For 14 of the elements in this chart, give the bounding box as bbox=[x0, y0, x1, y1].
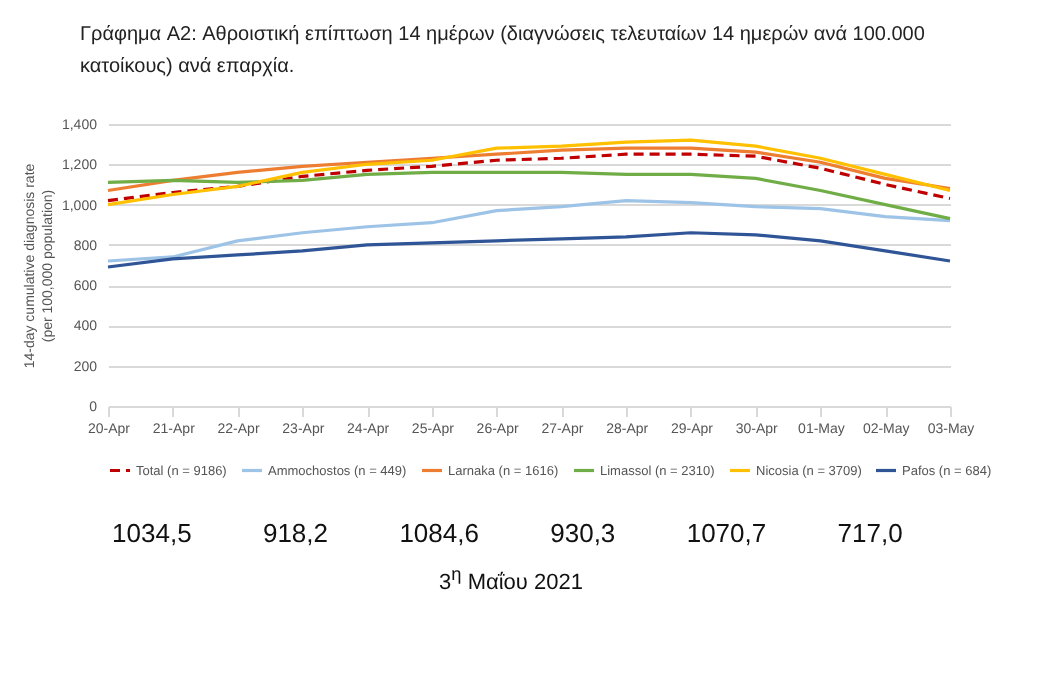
line-series bbox=[106, 231, 952, 269]
text: 1034,5 bbox=[110, 518, 194, 548]
line-series bbox=[106, 198, 952, 263]
line-series bbox=[106, 138, 952, 207]
text: 1084,6 bbox=[397, 518, 481, 548]
line-series bbox=[106, 152, 952, 203]
chart-title: Γράφημα A2: Αθροιστική επίπτωση 14 ημέρων (διαγνώσεις τελευταίων 14 ημερών ανά 100.000 κατοίκους) ανά επαρχία. bbox=[78, 22, 927, 82]
text: 918,2 bbox=[260, 518, 331, 548]
text: 1070,7 bbox=[684, 518, 769, 548]
line-series bbox=[106, 146, 952, 193]
text: 930,3 bbox=[548, 518, 618, 548]
text: 3$^{η}$ Μαΐου 2021 bbox=[437, 564, 585, 596]
line-series bbox=[106, 170, 952, 221]
text: 717,0 bbox=[835, 518, 905, 548]
